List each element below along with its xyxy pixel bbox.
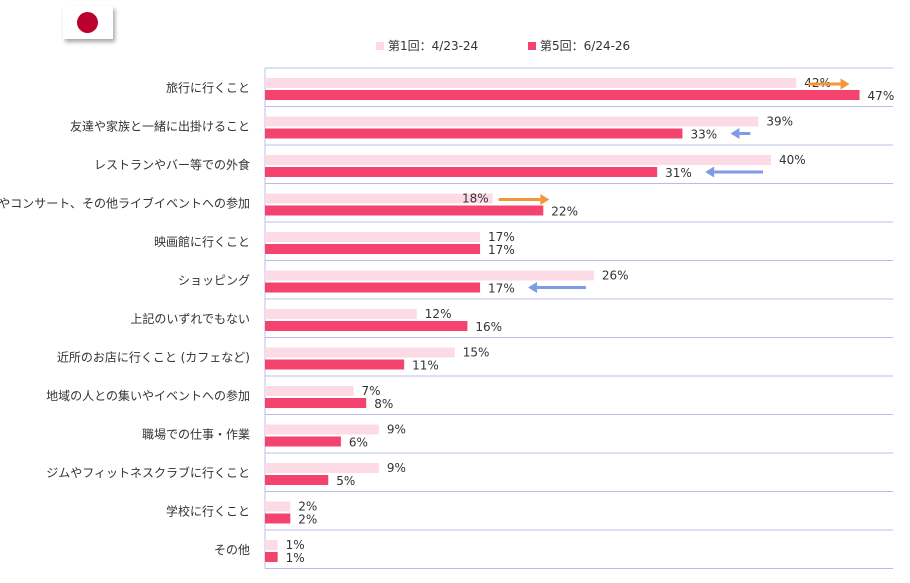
bar-round1 — [265, 463, 379, 473]
change-arrow-head — [528, 282, 538, 293]
data-label-round5: 17% — [488, 282, 515, 296]
category-label: 近所のお店に行くこと (カフェなど) — [57, 351, 250, 365]
data-label-round5: 16% — [475, 320, 502, 334]
data-label-round5: 8% — [374, 397, 393, 411]
category-label: その他 — [214, 543, 250, 557]
data-label-round5: 17% — [488, 243, 515, 257]
bar-round1 — [265, 347, 455, 358]
data-label-round5: 2% — [298, 513, 317, 527]
category-label: 映画館に行くこと — [154, 234, 250, 249]
category-label: 学校に行くこと — [166, 504, 250, 519]
category-label: ジムやフィットネスクラブに行くこと — [46, 465, 250, 480]
category-label: レストランやバー等での外食 — [94, 157, 250, 172]
data-label-round1: 18% — [462, 192, 489, 206]
bar-round1 — [265, 309, 417, 319]
data-label-round5: 6% — [349, 436, 368, 450]
data-label-round1: 7% — [362, 384, 381, 398]
bar-round1 — [265, 501, 291, 512]
bar-round5 — [265, 552, 278, 562]
data-label-round1: 17% — [488, 230, 515, 244]
japan-flag — [63, 6, 113, 39]
bar-round5 — [265, 513, 291, 524]
bar-round5 — [265, 282, 481, 293]
category-label: 上記のいずれでもない — [130, 311, 250, 326]
bar-round5 — [265, 398, 367, 408]
data-label-round5: 11% — [412, 359, 439, 373]
category-label: 旅行に行くこと — [166, 81, 250, 95]
category-label: 職場での仕事・作業 — [142, 428, 250, 442]
data-label-round1: 9% — [387, 423, 406, 437]
legend-item-round1: 第1回：4/23-24 — [376, 37, 478, 54]
bar-round1 — [265, 540, 278, 550]
data-label-round1: 12% — [425, 307, 452, 321]
legend-label-round5: 第5回：6/24-26 — [540, 39, 631, 53]
legend-swatch-round5 — [528, 42, 536, 50]
data-label-round1: 9% — [387, 461, 406, 475]
bar-round1 — [265, 78, 797, 88]
bar-round1 — [265, 386, 354, 396]
data-label-round5: 47% — [868, 89, 895, 103]
bar-round1 — [265, 193, 493, 204]
change-arrow-head — [730, 128, 740, 139]
data-label-round5: 31% — [665, 166, 692, 180]
data-label-round5: 5% — [336, 474, 355, 488]
data-label-round1: 40% — [779, 153, 806, 167]
data-label-round1: 1% — [286, 538, 305, 552]
data-label-round1: 15% — [463, 346, 490, 360]
legend-item-round5: 第5回：6/24-26 — [528, 37, 630, 54]
category-label: スポーツやコンサート、その他ライブイベントへの参加 — [0, 196, 250, 211]
bar-round1 — [265, 155, 771, 165]
bar-round5 — [265, 205, 544, 216]
category-label: 友達や家族と一緒に出掛けること — [70, 119, 250, 134]
bar-round5 — [265, 244, 481, 254]
data-label-round5: 33% — [690, 128, 717, 142]
bar-round1 — [265, 232, 481, 242]
data-label-round5: 1% — [286, 551, 305, 565]
category-label: 地域の人との集いやイベントへの参加 — [46, 388, 250, 403]
bar-round5 — [265, 167, 658, 177]
flag-red-circle — [77, 12, 98, 33]
data-label-round1: 26% — [602, 269, 629, 283]
bar-round5 — [265, 475, 329, 485]
data-label-round1: 2% — [298, 500, 317, 514]
legend-label-round1: 第1回：4/23-24 — [388, 39, 479, 53]
change-arrow-head — [540, 194, 550, 205]
data-label-round1: 39% — [766, 115, 793, 129]
bar-round1 — [265, 270, 594, 281]
data-label-round5: 22% — [551, 205, 578, 219]
bar-round5 — [265, 321, 468, 331]
legend-swatch-round1 — [376, 42, 384, 50]
bar-round1 — [265, 424, 379, 435]
category-label: ショッピング — [178, 274, 250, 288]
bar-round5 — [265, 436, 341, 447]
bar-round5 — [265, 90, 860, 100]
bar-round5 — [265, 128, 683, 139]
change-arrow-head — [705, 166, 715, 178]
bar-round5 — [265, 359, 405, 370]
bar-round1 — [265, 116, 759, 127]
change-arrow-head — [840, 78, 850, 90]
